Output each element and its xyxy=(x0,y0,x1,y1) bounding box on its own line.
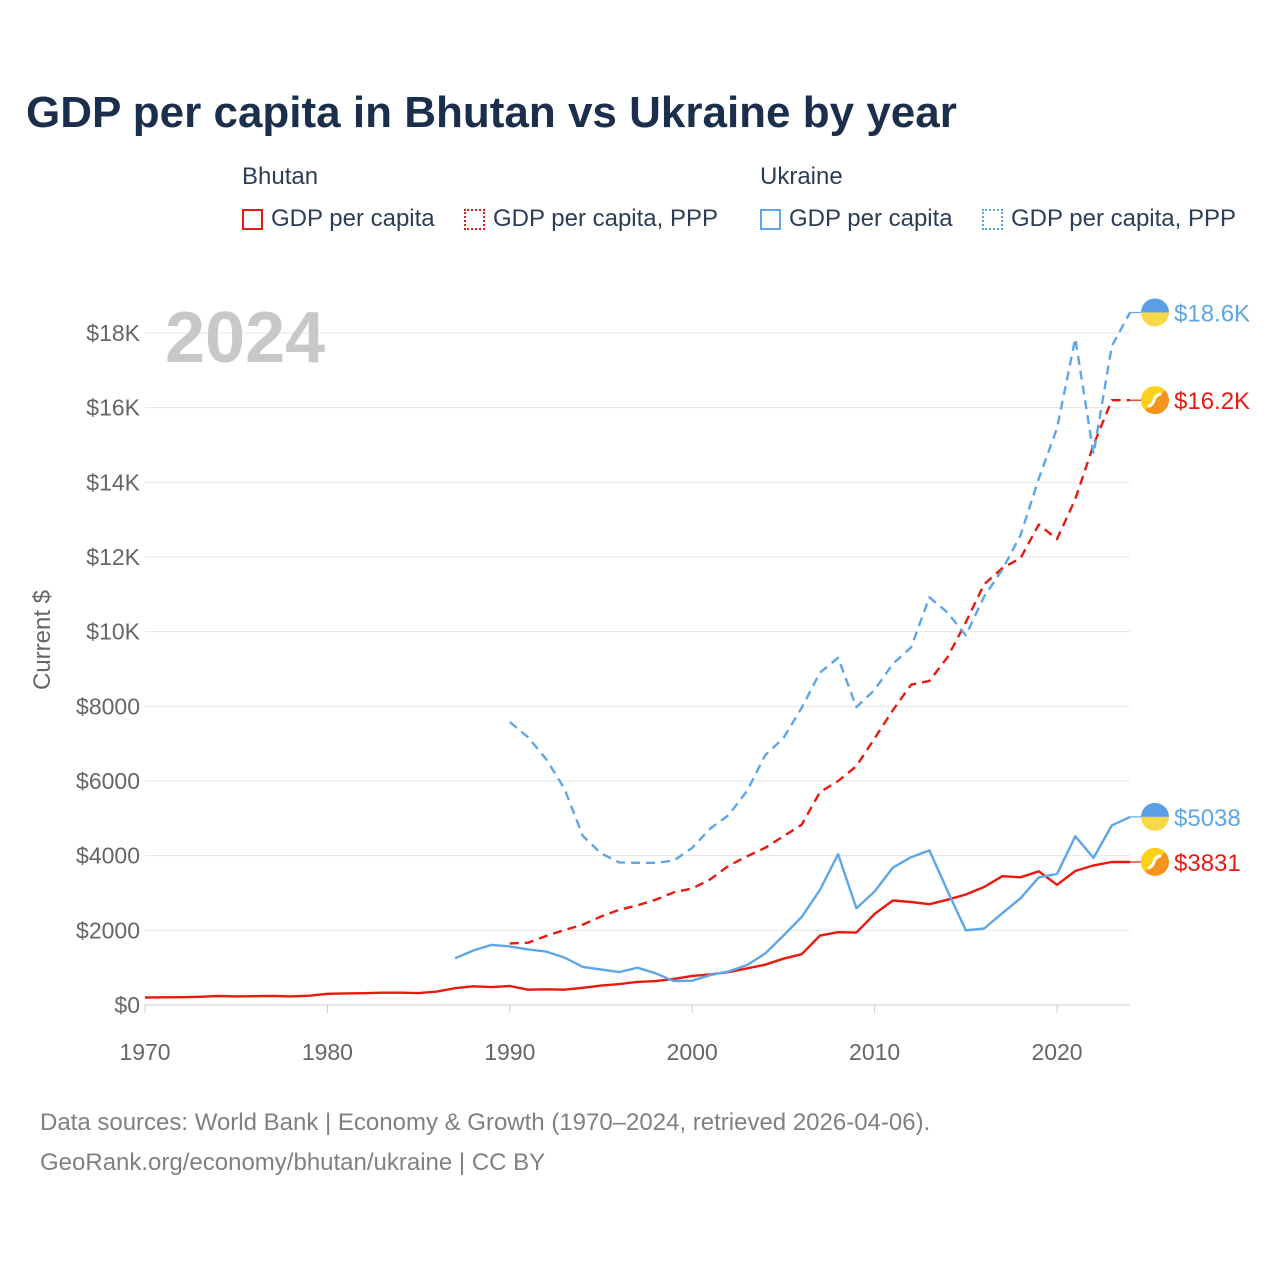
chart-title: GDP per capita in Bhutan vs Ukraine by y… xyxy=(26,88,957,137)
bhutan-flag-icon xyxy=(1141,847,1169,876)
y-tick-label: $0 xyxy=(114,992,140,1018)
legend-label-bhutan-gdp: GDP per capita xyxy=(271,205,435,232)
series-line-bhutan-ppp[interactable] xyxy=(509,399,1130,945)
year-watermark: 2024 xyxy=(165,298,325,378)
x-tick-label: 2010 xyxy=(849,1039,900,1065)
legend-swatch-bhutan-gdp xyxy=(242,208,263,230)
y-tick-label: $14K xyxy=(86,469,140,495)
bhutan-flag-icon xyxy=(1141,386,1169,415)
footer-credit: GeoRank.org/economy/bhutan/ukraine | CC … xyxy=(40,1149,546,1176)
legend-label-bhutan-ppp: GDP per capita, PPP xyxy=(493,205,718,232)
axes: $0 $2000 $4000 $6000 $8000 $10K $12K $14K $16K $1… xyxy=(76,320,1083,1065)
end-value-label: $5038 xyxy=(1174,805,1241,832)
y-tick-label: $12K xyxy=(86,544,140,570)
legend-swatch-ukraine-gdp xyxy=(760,208,781,230)
gridlines xyxy=(145,332,1130,1006)
legend-header-bhutan: Bhutan xyxy=(242,163,319,190)
series-line-ukraine-ppp[interactable] xyxy=(509,311,1132,864)
ukraine-flag-icon xyxy=(1141,802,1169,831)
x-tick-label: 1980 xyxy=(302,1039,353,1065)
x-tick-label: 1970 xyxy=(119,1039,170,1065)
y-tick-label: $16K xyxy=(86,395,140,421)
legend-item-ukraine-ppp[interactable]: GDP per capita, PPP xyxy=(982,205,1236,233)
series-lines xyxy=(144,311,1132,999)
y-tick-label: $2000 xyxy=(76,917,140,943)
end-value-label: $3831 xyxy=(1174,850,1241,877)
y-tick-label: $18K xyxy=(86,320,140,346)
end-value-label: $16.2K xyxy=(1174,388,1250,415)
legend-swatch-bhutan-ppp xyxy=(464,208,485,230)
end-labels: $3831 $16.2K $5038 $18.6K xyxy=(1130,298,1250,877)
end-value-label: $18.6K xyxy=(1174,300,1250,327)
y-axis-label: Current $ xyxy=(29,590,56,690)
legend-header-ukraine: Ukraine xyxy=(760,163,843,190)
ukraine-flag-icon xyxy=(1141,298,1169,327)
x-tick-label: 2020 xyxy=(1031,1039,1082,1065)
legend-label-ukraine-ppp: GDP per capita, PPP xyxy=(1011,205,1236,232)
legend-item-bhutan-gdp[interactable]: GDP per capita xyxy=(242,205,435,233)
legend-swatch-ukraine-ppp xyxy=(982,208,1003,230)
legend-item-bhutan-ppp[interactable]: GDP per capita, PPP xyxy=(464,205,718,233)
footer-source: Data sources: World Bank | Economy & Gro… xyxy=(40,1109,931,1136)
y-tick-label: $4000 xyxy=(76,843,140,869)
legend-label-ukraine-gdp: GDP per capita xyxy=(789,205,953,232)
y-tick-label: $10K xyxy=(86,619,140,645)
x-tick-label: 1990 xyxy=(484,1039,535,1065)
y-tick-label: $8000 xyxy=(76,693,140,719)
series-line-bhutan-gdp[interactable] xyxy=(144,860,1130,999)
y-tick-label: $6000 xyxy=(76,768,140,794)
legend-item-ukraine-gdp[interactable]: GDP per capita xyxy=(760,205,953,233)
series-line-ukraine-gdp[interactable] xyxy=(454,815,1131,983)
x-tick-label: 2000 xyxy=(667,1039,718,1065)
